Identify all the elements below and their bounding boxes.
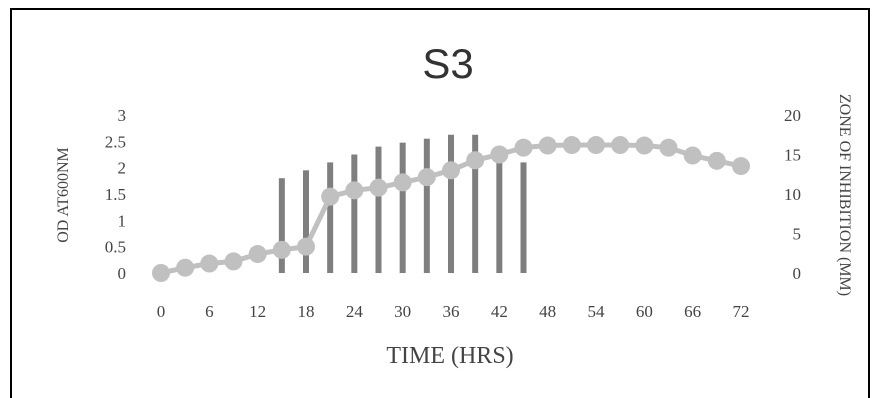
y-right-tick-label: 10	[784, 185, 801, 204]
line-point	[466, 151, 485, 170]
x-tick-label: 24	[346, 302, 364, 321]
line-point	[683, 146, 702, 165]
bar	[423, 138, 430, 273]
y-right-axis-title: ZONE OF INHIBITION (MM)	[836, 94, 853, 296]
line-point	[538, 136, 557, 155]
x-axis-title: TIME (HRS)	[386, 343, 513, 369]
y-left-axis-title: OD AT600NM	[55, 147, 72, 243]
y-left-tick-labels: 0 0.5 1 1.5 2 2.5 3	[105, 106, 126, 283]
line-point	[442, 161, 460, 180]
x-tick-label: 66	[684, 302, 701, 321]
y-left-tick-label: 1	[118, 211, 127, 230]
y-left-tick-label: 0.5	[105, 238, 126, 257]
x-tick-label: 42	[491, 302, 508, 321]
x-tick-label: 6	[205, 302, 214, 321]
line-point	[611, 136, 630, 155]
chart-title: S3	[422, 40, 473, 87]
y-left-tick-label: 2.5	[105, 132, 126, 151]
line-point	[393, 173, 412, 192]
chart-frame	[10, 8, 870, 398]
x-tick-label: 36	[443, 302, 460, 321]
line-series	[152, 136, 750, 282]
line-point	[224, 252, 243, 271]
bar	[327, 162, 334, 273]
line-point	[297, 237, 315, 256]
y-right-tick-label: 15	[784, 146, 801, 165]
line-point	[369, 178, 388, 197]
line-point	[587, 136, 605, 155]
y-left-tick-label: 3	[118, 106, 127, 125]
bar	[399, 142, 406, 273]
line-point	[176, 258, 195, 277]
line-point	[321, 187, 340, 206]
line-point	[345, 181, 364, 200]
bar	[375, 146, 382, 273]
bar	[351, 154, 358, 273]
line-point	[732, 157, 750, 176]
line-point	[490, 145, 509, 164]
x-tick-label: 72	[733, 302, 750, 321]
y-right-tick-labels: 0 5 10 15 20	[784, 106, 801, 283]
line-point	[707, 151, 726, 170]
line-point	[514, 138, 533, 157]
line-point	[248, 245, 267, 264]
y-right-tick-label: 5	[793, 225, 802, 244]
line-point	[562, 136, 581, 155]
x-tick-label: 18	[298, 302, 315, 321]
x-tick-label: 54	[588, 302, 606, 321]
bar	[520, 162, 527, 273]
x-tick-label: 48	[539, 302, 556, 321]
bar	[472, 134, 479, 273]
y-left-tick-label: 0	[118, 264, 127, 283]
line-point	[659, 138, 678, 157]
bar	[278, 178, 285, 273]
y-left-tick-label: 2	[118, 159, 127, 178]
bar-series	[278, 134, 527, 273]
bar	[448, 134, 454, 273]
x-tick-label: 12	[249, 302, 266, 321]
x-tick-label: 0	[157, 302, 166, 321]
y-right-tick-label: 0	[793, 264, 802, 283]
x-tick-label: 60	[636, 302, 653, 321]
x-tick-label: 30	[394, 302, 411, 321]
line-point	[200, 254, 219, 273]
y-left-tick-label: 1.5	[105, 185, 126, 204]
bar	[303, 170, 309, 273]
line-point	[417, 168, 436, 187]
line-point	[272, 240, 291, 259]
y-right-tick-label: 20	[784, 106, 801, 125]
x-tick-labels: 0 6 12 18 24 30 36 42 48 54 60 66 72	[157, 302, 750, 321]
line-point	[635, 136, 654, 155]
bar	[496, 146, 503, 273]
line-point	[152, 264, 170, 282]
